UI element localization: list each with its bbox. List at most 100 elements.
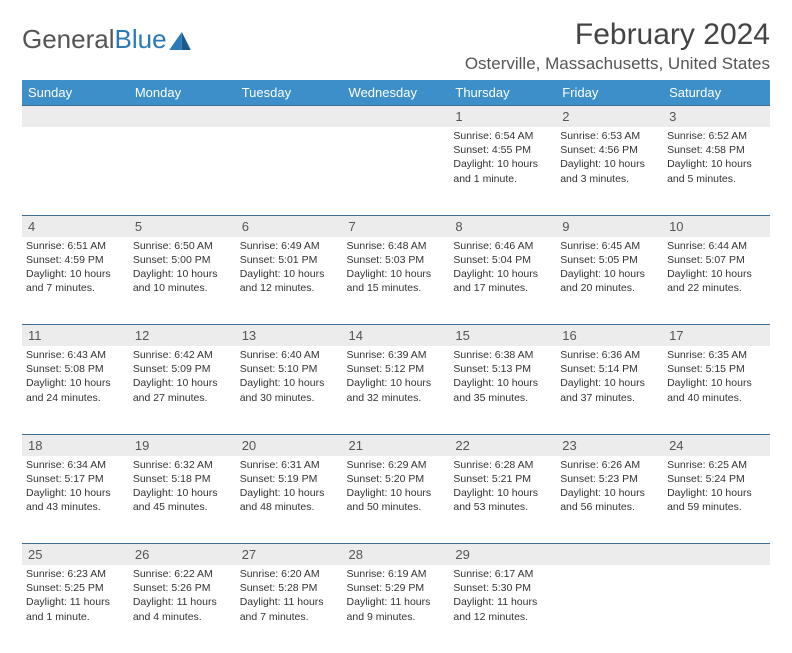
- day-details: Sunrise: 6:43 AMSunset: 5:08 PMDaylight:…: [26, 346, 125, 405]
- daylight-line: Daylight: 10 hours and 12 minutes.: [240, 267, 339, 295]
- day-number: 29: [449, 544, 556, 566]
- sunrise-line: Sunrise: 6:38 AM: [453, 348, 552, 362]
- daylight-line: Daylight: 11 hours and 9 minutes.: [347, 595, 446, 623]
- day-number: 14: [343, 325, 450, 347]
- sunrise-line: Sunrise: 6:48 AM: [347, 239, 446, 253]
- daylight-line: Daylight: 10 hours and 15 minutes.: [347, 267, 446, 295]
- sunset-line: Sunset: 5:14 PM: [560, 362, 659, 376]
- day-number: 18: [22, 434, 129, 456]
- daylight-line: Daylight: 11 hours and 7 minutes.: [240, 595, 339, 623]
- sunrise-line: Sunrise: 6:46 AM: [453, 239, 552, 253]
- day-cell: Sunrise: 6:53 AMSunset: 4:56 PMDaylight:…: [556, 127, 663, 215]
- day-number: 15: [449, 325, 556, 347]
- weekday-header: Tuesday: [236, 80, 343, 106]
- day-cell: Sunrise: 6:34 AMSunset: 5:17 PMDaylight:…: [22, 456, 129, 544]
- day-number: 2: [556, 106, 663, 128]
- day-details: Sunrise: 6:54 AMSunset: 4:55 PMDaylight:…: [453, 127, 552, 186]
- sunrise-line: Sunrise: 6:35 AM: [667, 348, 766, 362]
- daylight-line: Daylight: 11 hours and 12 minutes.: [453, 595, 552, 623]
- daynum-row: 2526272829: [22, 544, 770, 566]
- day-number: 17: [663, 325, 770, 347]
- week-row: Sunrise: 6:43 AMSunset: 5:08 PMDaylight:…: [22, 346, 770, 434]
- day-number: [663, 544, 770, 566]
- daylight-line: Daylight: 10 hours and 59 minutes.: [667, 486, 766, 514]
- calendar-table: Sunday Monday Tuesday Wednesday Thursday…: [22, 80, 770, 653]
- weekday-header: Wednesday: [343, 80, 450, 106]
- day-cell: [663, 565, 770, 653]
- day-cell: Sunrise: 6:52 AMSunset: 4:58 PMDaylight:…: [663, 127, 770, 215]
- sunrise-line: Sunrise: 6:45 AM: [560, 239, 659, 253]
- daylight-line: Daylight: 10 hours and 27 minutes.: [133, 376, 232, 404]
- day-number: 28: [343, 544, 450, 566]
- day-details: Sunrise: 6:19 AMSunset: 5:29 PMDaylight:…: [347, 565, 446, 624]
- daylight-line: Daylight: 10 hours and 30 minutes.: [240, 376, 339, 404]
- daylight-line: Daylight: 10 hours and 50 minutes.: [347, 486, 446, 514]
- week-row: Sunrise: 6:51 AMSunset: 4:59 PMDaylight:…: [22, 237, 770, 325]
- sunset-line: Sunset: 5:23 PM: [560, 472, 659, 486]
- triangle-icon: [169, 32, 191, 50]
- sunset-line: Sunset: 5:12 PM: [347, 362, 446, 376]
- day-cell: [129, 127, 236, 215]
- daylight-line: Daylight: 10 hours and 32 minutes.: [347, 376, 446, 404]
- day-number: 13: [236, 325, 343, 347]
- sunset-line: Sunset: 5:08 PM: [26, 362, 125, 376]
- day-number: 4: [22, 215, 129, 237]
- sunrise-line: Sunrise: 6:42 AM: [133, 348, 232, 362]
- daylight-line: Daylight: 11 hours and 4 minutes.: [133, 595, 232, 623]
- daylight-line: Daylight: 10 hours and 10 minutes.: [133, 267, 232, 295]
- daylight-line: Daylight: 10 hours and 43 minutes.: [26, 486, 125, 514]
- week-row: Sunrise: 6:34 AMSunset: 5:17 PMDaylight:…: [22, 456, 770, 544]
- day-number: [22, 106, 129, 128]
- day-cell: [22, 127, 129, 215]
- sunrise-line: Sunrise: 6:26 AM: [560, 458, 659, 472]
- sunset-line: Sunset: 5:29 PM: [347, 581, 446, 595]
- day-details: Sunrise: 6:38 AMSunset: 5:13 PMDaylight:…: [453, 346, 552, 405]
- day-cell: [236, 127, 343, 215]
- weekday-header: Saturday: [663, 80, 770, 106]
- day-number: [236, 106, 343, 128]
- sunrise-line: Sunrise: 6:22 AM: [133, 567, 232, 581]
- sunset-line: Sunset: 5:18 PM: [133, 472, 232, 486]
- day-cell: Sunrise: 6:46 AMSunset: 5:04 PMDaylight:…: [449, 237, 556, 325]
- day-cell: Sunrise: 6:25 AMSunset: 5:24 PMDaylight:…: [663, 456, 770, 544]
- sunrise-line: Sunrise: 6:28 AM: [453, 458, 552, 472]
- daylight-line: Daylight: 11 hours and 1 minute.: [26, 595, 125, 623]
- sunrise-line: Sunrise: 6:40 AM: [240, 348, 339, 362]
- daylight-line: Daylight: 10 hours and 7 minutes.: [26, 267, 125, 295]
- day-details: Sunrise: 6:40 AMSunset: 5:10 PMDaylight:…: [240, 346, 339, 405]
- sunset-line: Sunset: 5:15 PM: [667, 362, 766, 376]
- sunrise-line: Sunrise: 6:17 AM: [453, 567, 552, 581]
- day-number: 21: [343, 434, 450, 456]
- day-details: Sunrise: 6:32 AMSunset: 5:18 PMDaylight:…: [133, 456, 232, 515]
- day-number: 6: [236, 215, 343, 237]
- daynum-row: 11121314151617: [22, 325, 770, 347]
- day-cell: Sunrise: 6:35 AMSunset: 5:15 PMDaylight:…: [663, 346, 770, 434]
- day-cell: Sunrise: 6:54 AMSunset: 4:55 PMDaylight:…: [449, 127, 556, 215]
- day-number: 9: [556, 215, 663, 237]
- sunrise-line: Sunrise: 6:32 AM: [133, 458, 232, 472]
- month-title: February 2024: [465, 18, 770, 52]
- day-cell: Sunrise: 6:19 AMSunset: 5:29 PMDaylight:…: [343, 565, 450, 653]
- day-details: Sunrise: 6:48 AMSunset: 5:03 PMDaylight:…: [347, 237, 446, 296]
- day-details: Sunrise: 6:35 AMSunset: 5:15 PMDaylight:…: [667, 346, 766, 405]
- day-number: 10: [663, 215, 770, 237]
- sunrise-line: Sunrise: 6:31 AM: [240, 458, 339, 472]
- day-cell: Sunrise: 6:36 AMSunset: 5:14 PMDaylight:…: [556, 346, 663, 434]
- day-cell: Sunrise: 6:32 AMSunset: 5:18 PMDaylight:…: [129, 456, 236, 544]
- sunset-line: Sunset: 5:30 PM: [453, 581, 552, 595]
- sunrise-line: Sunrise: 6:53 AM: [560, 129, 659, 143]
- day-number: 25: [22, 544, 129, 566]
- weekday-header: Monday: [129, 80, 236, 106]
- sunset-line: Sunset: 4:55 PM: [453, 143, 552, 157]
- day-cell: Sunrise: 6:48 AMSunset: 5:03 PMDaylight:…: [343, 237, 450, 325]
- day-cell: [556, 565, 663, 653]
- day-cell: Sunrise: 6:26 AMSunset: 5:23 PMDaylight:…: [556, 456, 663, 544]
- day-number: 12: [129, 325, 236, 347]
- daylight-line: Daylight: 10 hours and 5 minutes.: [667, 157, 766, 185]
- sunrise-line: Sunrise: 6:52 AM: [667, 129, 766, 143]
- daylight-line: Daylight: 10 hours and 40 minutes.: [667, 376, 766, 404]
- title-block: February 2024 Osterville, Massachusetts,…: [465, 18, 770, 74]
- sunset-line: Sunset: 5:10 PM: [240, 362, 339, 376]
- logo-word-blue: Blue: [115, 24, 167, 55]
- day-details: Sunrise: 6:53 AMSunset: 4:56 PMDaylight:…: [560, 127, 659, 186]
